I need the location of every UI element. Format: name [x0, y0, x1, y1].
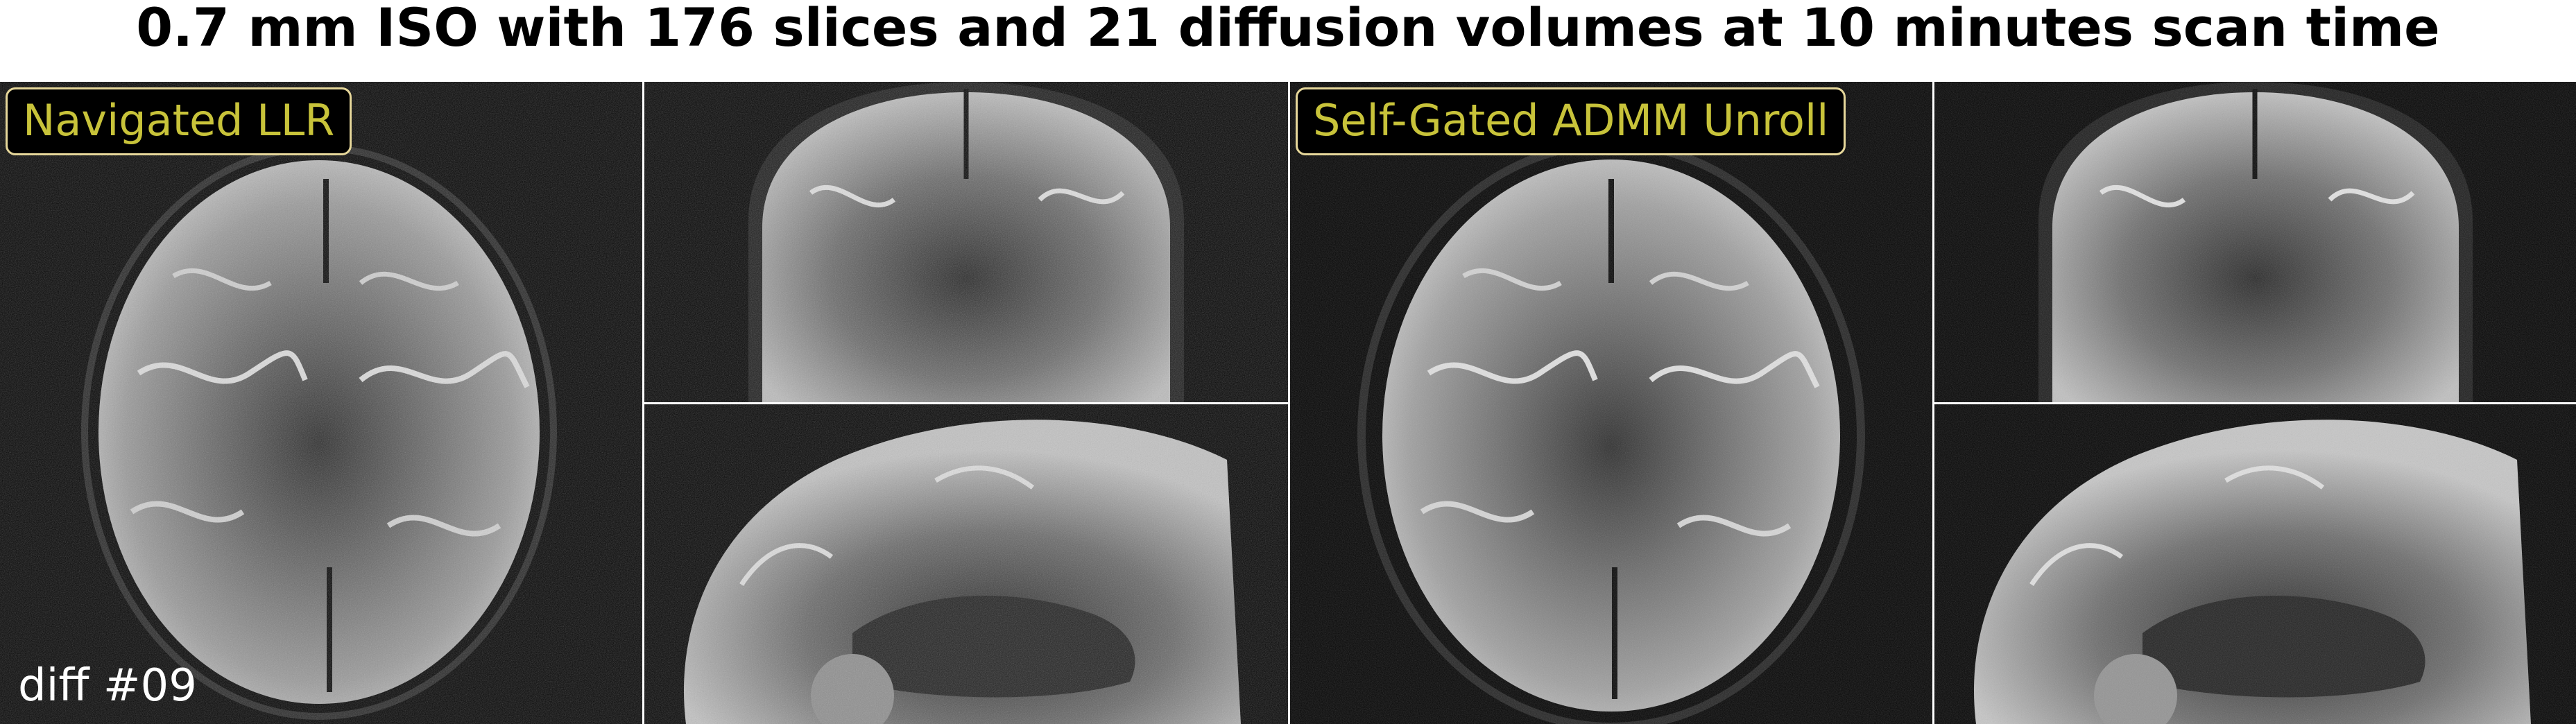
right-coronal-panel [1934, 82, 2576, 402]
sagittal-brain-image [644, 404, 1288, 724]
axial-brain-image [0, 82, 642, 724]
panel-divider [1934, 402, 2576, 404]
diffusion-index-label: diff #09 [18, 660, 197, 712]
coronal-brain-image [1934, 82, 2576, 402]
panel-divider [1932, 82, 1934, 724]
left-sagittal-panel [644, 404, 1288, 724]
right-sagittal-panel [1934, 404, 2576, 724]
mri-comparison-figure: Navigated LLR Self-Gated ADMM Unroll dif… [0, 82, 2576, 724]
method-label-left: Navigated LLR [6, 87, 352, 155]
axial-brain-image [1290, 82, 1932, 724]
method-label-right: Self-Gated ADMM Unroll [1296, 87, 1846, 155]
left-coronal-panel [644, 82, 1288, 402]
sagittal-brain-image [1934, 404, 2576, 724]
coronal-brain-image [644, 82, 1288, 402]
panel-divider [1288, 82, 1290, 724]
right-axial-panel [1290, 82, 1932, 724]
left-axial-panel [0, 82, 642, 724]
panel-divider [644, 402, 1288, 404]
panel-divider [642, 82, 644, 724]
figure-title: 0.7 mm ISO with 176 slices and 21 diffus… [136, 0, 2440, 58]
